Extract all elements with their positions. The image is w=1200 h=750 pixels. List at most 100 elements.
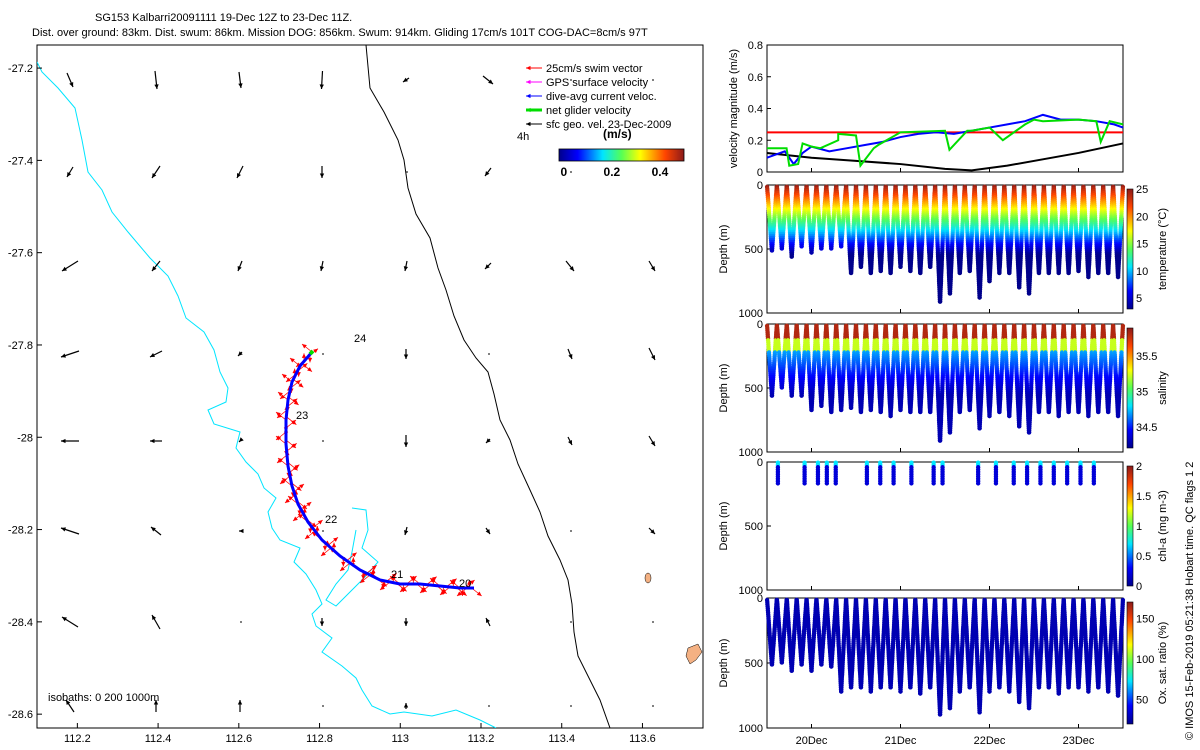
velocity-series-line bbox=[767, 118, 1124, 169]
swim-vector-arrow bbox=[286, 443, 297, 452]
profile-point bbox=[789, 393, 794, 398]
geo-arrow bbox=[484, 167, 492, 177]
colorbar-tick-label: 25 bbox=[1136, 184, 1148, 196]
geo-arrow bbox=[153, 700, 159, 712]
map-colorbar: (m/s) 4h 0 0.2 0.4 bbox=[517, 127, 685, 179]
swim-vector-arrow bbox=[285, 419, 297, 429]
swim-vector-arrow bbox=[292, 512, 304, 522]
swim-vector-arrow bbox=[289, 464, 300, 473]
x-tick-label: 113 bbox=[391, 733, 409, 745]
profile-point bbox=[957, 409, 963, 415]
day-label: 22 bbox=[325, 514, 337, 526]
swim-vector-arrow bbox=[281, 373, 293, 383]
map-x-ticks: 112.2 112.4 112.6 112.8 113 113.2 113.4 113.6 bbox=[64, 723, 656, 745]
colorbar-tick-label: 0.4 bbox=[652, 165, 669, 179]
geo-arrow bbox=[319, 166, 325, 178]
colorbar-label: temperature (°C) bbox=[1157, 208, 1169, 290]
geo-arrow bbox=[403, 618, 409, 626]
y-tick-label: -28.4 bbox=[8, 617, 33, 629]
geo-arrow bbox=[403, 435, 409, 447]
geo-arrow bbox=[238, 437, 244, 443]
swim-vector-arrow bbox=[339, 562, 351, 572]
y-axis-label: Depth (m) bbox=[718, 364, 730, 413]
legend-arrow bbox=[526, 107, 542, 113]
profile-point bbox=[1046, 270, 1052, 276]
legend-label: net glider velocity bbox=[546, 105, 631, 117]
profile-point bbox=[898, 264, 903, 269]
swim-vector-arrow bbox=[301, 501, 312, 511]
profile-point bbox=[1017, 285, 1022, 290]
geo-arrow bbox=[66, 72, 74, 88]
swim-vector-arrow bbox=[359, 574, 371, 584]
profile-point bbox=[799, 244, 804, 249]
profile-point bbox=[878, 409, 883, 415]
colorbar-tick-label: 10 bbox=[1136, 266, 1148, 278]
profile-point bbox=[839, 244, 844, 249]
geo-arrow bbox=[150, 438, 162, 444]
swim-vector-arrow bbox=[277, 391, 289, 401]
swim-vector-arrow bbox=[287, 398, 298, 407]
profile-point bbox=[1115, 274, 1121, 280]
profile-point bbox=[868, 407, 874, 413]
legend-label: dive-avg current veloc. bbox=[546, 91, 657, 103]
profile-point bbox=[888, 270, 893, 276]
y-tick-label: 0.6 bbox=[748, 72, 763, 84]
geo-arrow bbox=[485, 438, 491, 444]
swim-vector-arrow bbox=[327, 537, 339, 546]
y-tick-label: -27.4 bbox=[8, 155, 33, 167]
profile-point bbox=[1026, 291, 1032, 296]
geo-arrow bbox=[238, 71, 243, 89]
swim-vector-arrow bbox=[275, 411, 287, 421]
swim-vector-arrow bbox=[301, 343, 313, 353]
map-y-ticks: -27.2-27.4-27.6-27.8-28-28.2-28.4-28.6 bbox=[8, 63, 42, 721]
geo-arrow bbox=[236, 165, 244, 179]
x-tick-label: 113.4 bbox=[548, 733, 575, 745]
swim-vector-arrow bbox=[346, 552, 357, 561]
figure-subtitle: Dist. over ground: 83km. Dist. swum: 86k… bbox=[32, 27, 648, 39]
geo-arrow bbox=[565, 260, 575, 272]
swim-vector-arrow bbox=[289, 357, 301, 367]
geo-arrow bbox=[403, 349, 409, 359]
profile-point bbox=[819, 403, 824, 408]
geo-arrow bbox=[402, 77, 410, 83]
glider-track bbox=[284, 351, 474, 590]
legend-arrow bbox=[526, 93, 542, 99]
y-tick-label: 0.4 bbox=[748, 104, 763, 116]
y-tick-label: 0 bbox=[757, 180, 763, 192]
profile-point bbox=[918, 409, 923, 415]
legend-label: GPS surface velocity bbox=[546, 77, 649, 89]
legend-arrow bbox=[526, 65, 542, 71]
panel-frame bbox=[766, 44, 1124, 173]
profile-point bbox=[1106, 270, 1111, 276]
isobaths-label: isobaths: 0 200 1000m bbox=[48, 692, 159, 704]
geo-arrow bbox=[567, 348, 573, 360]
y-tick-label: -27.6 bbox=[8, 248, 33, 260]
profile-point bbox=[1096, 270, 1101, 276]
profile-point bbox=[987, 278, 992, 284]
legend-label: 25cm/s swim vector bbox=[546, 63, 643, 75]
map-frame bbox=[36, 44, 704, 729]
y-tick-label: 0.8 bbox=[748, 40, 763, 52]
map-legend: 25cm/s swim vector GPS surface velocity di… bbox=[526, 63, 671, 131]
geo-arrow bbox=[319, 260, 325, 272]
profile-point bbox=[868, 270, 874, 276]
profile-point bbox=[918, 270, 923, 276]
profile-point bbox=[947, 291, 953, 296]
profile-point bbox=[898, 407, 903, 413]
x-tick-label: 113.2 bbox=[468, 733, 495, 745]
y-tick-label: 1000 bbox=[739, 308, 763, 320]
profile-point bbox=[947, 430, 953, 435]
legend-label: sfc geo. vel. 23-Dec-2009 bbox=[546, 119, 671, 131]
colorbar-tick-label: 20 bbox=[1136, 211, 1148, 223]
profile-point bbox=[1086, 274, 1091, 280]
profile-point bbox=[1007, 270, 1012, 276]
geo-arrow bbox=[648, 260, 656, 272]
profile-point bbox=[809, 407, 814, 413]
isobath-line bbox=[365, 45, 611, 728]
geo-arrow bbox=[567, 436, 573, 446]
profile-point bbox=[858, 264, 864, 269]
